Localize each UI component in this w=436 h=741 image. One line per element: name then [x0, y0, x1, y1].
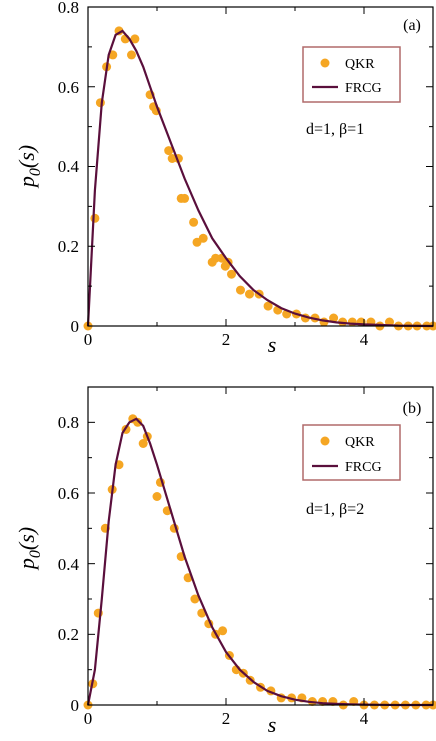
panel-a-legend-frcg-label: FRCG [345, 81, 382, 96]
panel-b-ytick-label: 0.6 [58, 484, 79, 503]
panel-a-y-axis-tail: (s) [14, 145, 39, 168]
panel-a-legend: QKR FRCG [302, 46, 401, 103]
panel-a-legend-box [302, 46, 401, 103]
panel-a-frcg-curve [86, 29, 434, 328]
panel-b-y-axis-main: p [14, 558, 39, 571]
panel-a-qkr-point [236, 285, 245, 295]
panel-a-qkr-point [263, 301, 273, 311]
panel-a-label: (a) [403, 17, 421, 34]
panel-a-ytick-label: 0 [71, 317, 80, 336]
panel-b-xtick-label: 0 [84, 709, 93, 728]
panel-a-ytick-label: 0.8 [58, 0, 79, 17]
panel-a-xtick-label: 2 [222, 330, 231, 349]
panel-b-label: (b) [403, 400, 422, 417]
panel-a-xtick-label: 4 [360, 330, 369, 349]
panel-b-legend-qkr-marker [320, 436, 330, 446]
panel-a-legend-qkr-marker [320, 58, 330, 68]
panel-a-legend-qkr-label: QKR [345, 57, 375, 72]
panel-b-x-axis-label: s [268, 712, 277, 737]
panel-a-qkr-point [189, 217, 199, 227]
panel-b-legend-frcg-label: FRCG [345, 460, 382, 475]
panel-b-y-axis-tail: (s) [14, 527, 39, 550]
panel-b-qkr-point [152, 492, 162, 501]
panel-a-x-tick-labels: 0 2 4 [84, 330, 369, 349]
panel-b-qkr-point [218, 626, 228, 636]
panel-a-qkr-point [127, 50, 136, 60]
panel-a-qkr-point [347, 317, 357, 327]
panel-a-qkr-point [245, 289, 254, 299]
panel-a-qkr-point [167, 154, 177, 163]
panel-b-ytick-label: 0.8 [58, 413, 79, 432]
panel-a-qkr-point [227, 269, 236, 279]
panel-a-ytick-label: 0.4 [58, 157, 80, 176]
panel-a-qkr-point [198, 233, 208, 243]
panel-a-ytick-label: 0.2 [58, 237, 79, 256]
panel-b-xtick-label: 4 [360, 709, 369, 728]
panel-b-plot-frame [87, 386, 434, 706]
panel-a-qkr-point [95, 98, 105, 108]
panel-b: 0 2 4 0 0.2 0.4 0.6 0.8 s p0(s) (b) QKR … [14, 386, 436, 737]
panel-a-ytick-label: 0.6 [58, 78, 79, 97]
panel-b-ticks [87, 386, 433, 706]
panel-a-y-axis-main: p [14, 176, 39, 189]
panel-a-qkr-point [329, 313, 339, 323]
panel-b-y-axis-sub: 0 [27, 550, 44, 558]
panel-b-ytick-label: 0.4 [58, 555, 80, 574]
panel-a-qkr-point [164, 146, 174, 156]
panel-b-y-tick-labels: 0 0.2 0.4 0.6 0.8 [58, 413, 80, 715]
panel-b-qkr-point [190, 594, 200, 604]
panel-b-y-axis-label: p0(s) [14, 527, 44, 571]
panel-a-y-axis-sub: 0 [27, 168, 44, 176]
panel-a-qkr-point [211, 253, 221, 263]
panel-a-qkr-point [130, 34, 140, 44]
panel-a-xtick-label: 0 [84, 330, 93, 349]
panel-b-qkr-point [138, 439, 148, 448]
panel-b-legend: QKR FRCG [302, 424, 401, 481]
panel-a-qkr-point [90, 213, 100, 223]
panel-b-legend-qkr-label: QKR [345, 435, 375, 450]
panel-b-xtick-label: 2 [222, 709, 231, 728]
panel-a-annotation: d=1, β=1 [306, 121, 364, 138]
panel-a-y-axis-label: p0(s) [14, 145, 44, 189]
panel-b-legend-box [302, 424, 401, 481]
panel-b-ytick-label: 0 [71, 696, 80, 715]
panel-a-qkr-point [180, 193, 190, 203]
panel-a-x-axis-label: s [268, 332, 277, 357]
panel-b-x-tick-labels: 0 2 4 [84, 709, 369, 728]
panel-a-y-tick-labels: 0 0.2 0.4 0.6 0.8 [58, 0, 80, 336]
panel-b-frcg-curve [86, 417, 433, 707]
panel-a: 0 2 4 0 0.2 0.4 0.6 0.8 s p0(s) (a) QKR … [14, 0, 436, 357]
panel-b-ytick-label: 0.2 [58, 625, 79, 644]
panel-a-ticks [87, 6, 433, 327]
panel-b-annotation: d=1, β=2 [306, 501, 364, 518]
